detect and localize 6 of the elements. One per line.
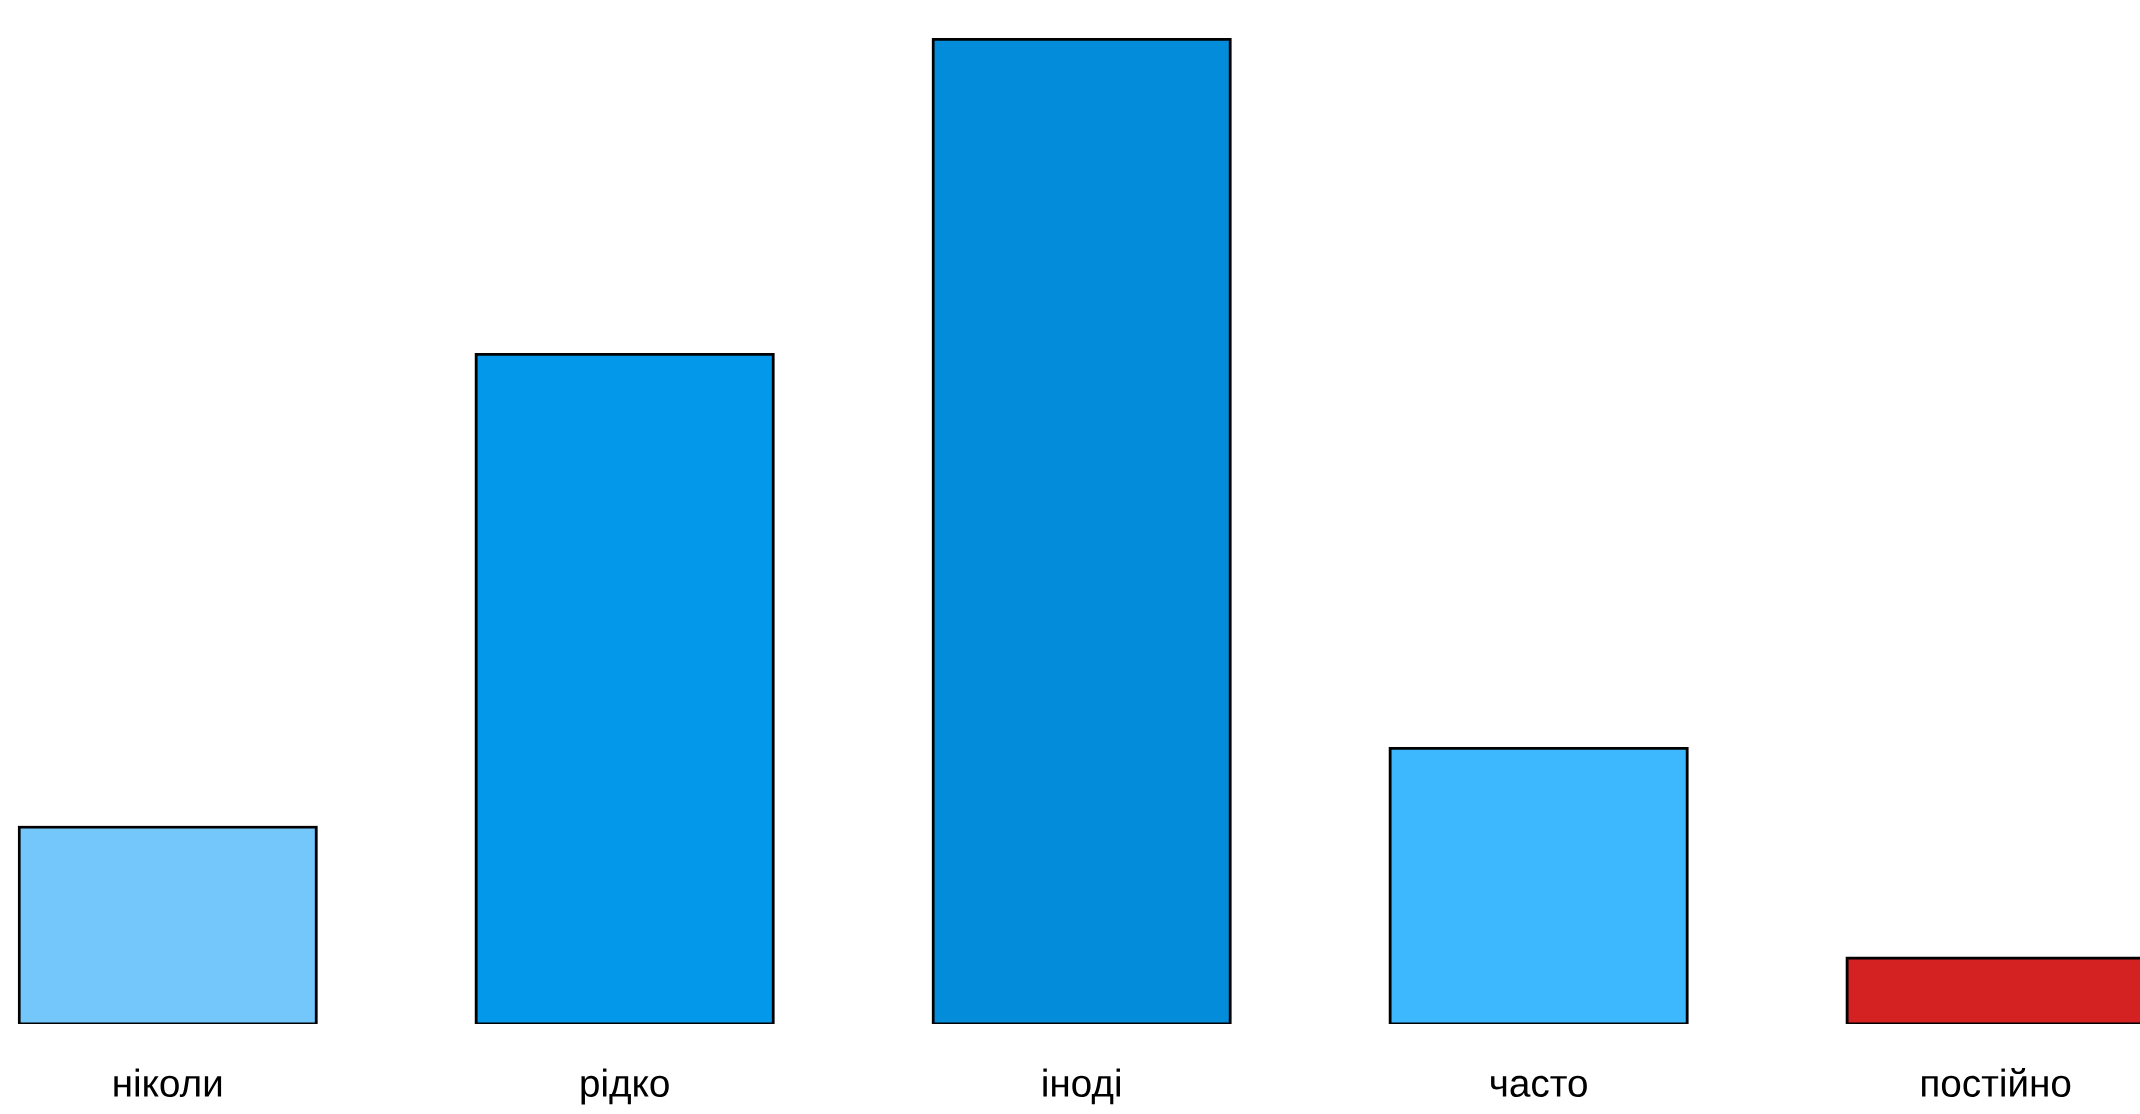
- x-tick-label: ніколи: [114, 1068, 222, 1097]
- x-tick-label: часто: [1491, 1075, 1587, 1097]
- x-tick-label: рідко: [581, 1068, 669, 1105]
- x-tick-label: іноді: [1043, 1068, 1120, 1105]
- x-tick-label: постійно: [1922, 1067, 2071, 1097]
- bar: [474, 353, 775, 1024]
